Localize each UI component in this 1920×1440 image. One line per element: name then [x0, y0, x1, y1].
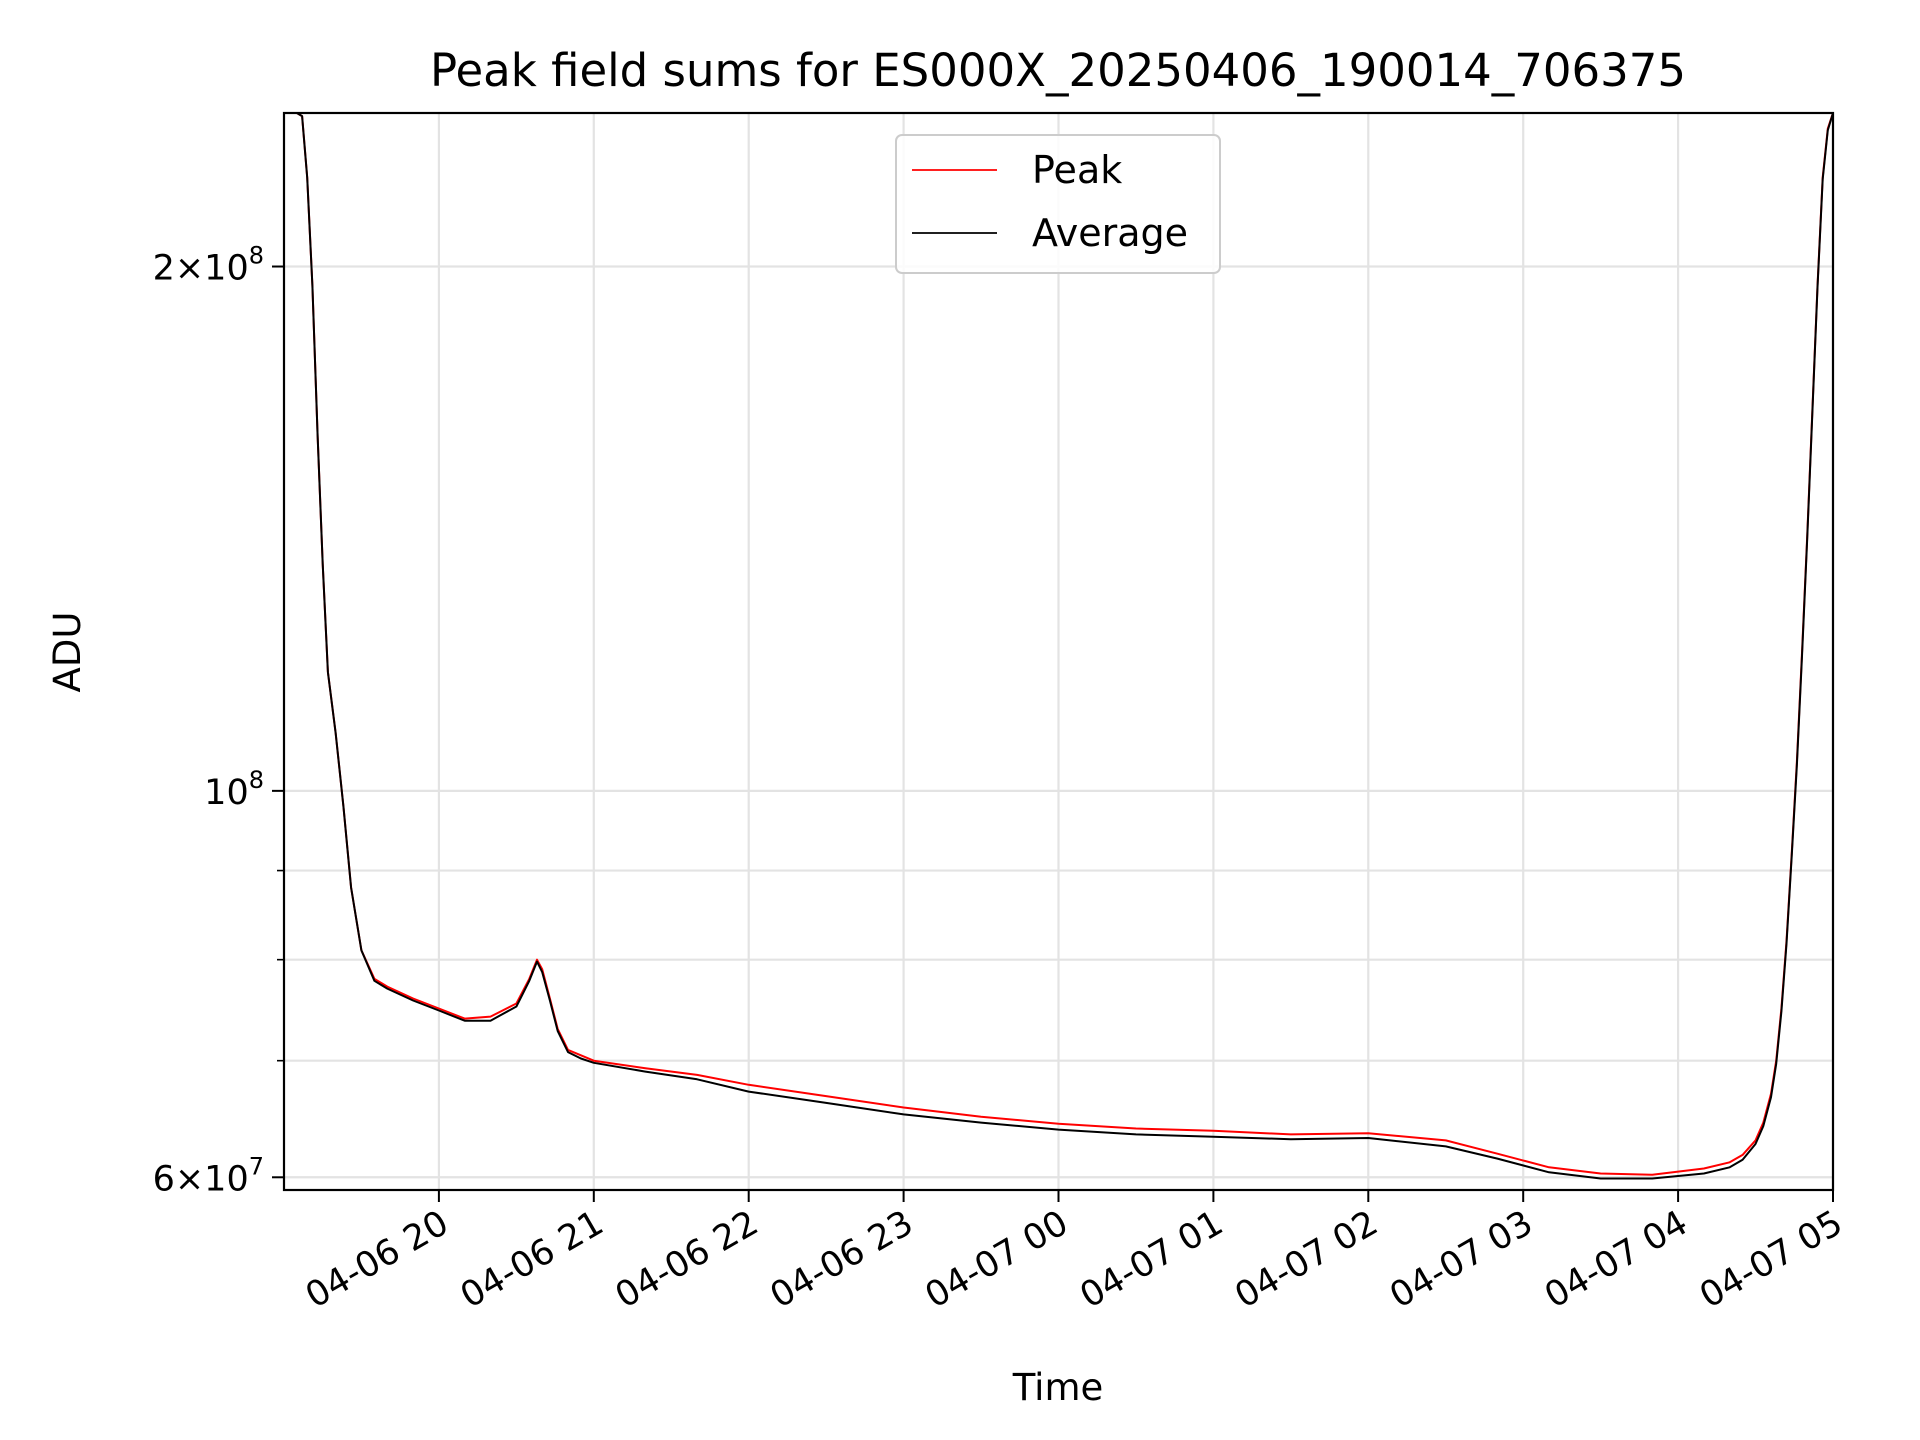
legend: Peak Average: [895, 134, 1221, 274]
legend-peak-label: Peak: [1032, 148, 1122, 192]
plot-series: [296, 113, 1833, 1180]
y-axis-label: ADU: [46, 612, 89, 693]
y-tick-label: 2×108: [153, 242, 264, 289]
y-tick-label: 6×107: [153, 1152, 264, 1199]
x-axis-label: Time: [1012, 1366, 1104, 1409]
y-tick-label: 108: [204, 766, 264, 813]
chart-title: Peak field sums for ES000X_20250406_1900…: [430, 44, 1686, 97]
series-line-average: [296, 113, 1833, 1180]
legend-average-label: Average: [1032, 211, 1188, 255]
